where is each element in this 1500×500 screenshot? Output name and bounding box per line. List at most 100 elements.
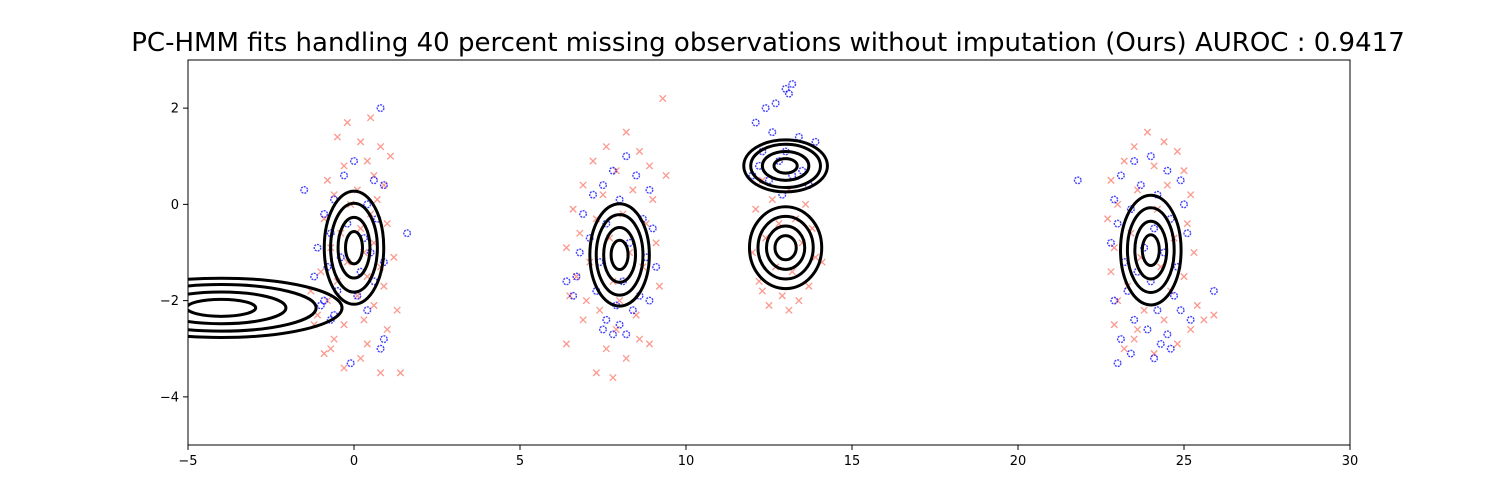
x-tick-label: −5: [178, 454, 197, 469]
x-marker: [592, 369, 601, 377]
x-marker: [1200, 316, 1208, 324]
x-marker: [1103, 215, 1112, 223]
circle-marker: [1126, 205, 1135, 214]
circle-marker: [1163, 330, 1172, 339]
x-marker: [363, 340, 371, 348]
contour-ellipse: [1133, 219, 1169, 281]
circle-marker: [363, 306, 372, 315]
circle-marker: [1126, 349, 1135, 358]
circle-marker: [403, 229, 412, 238]
y-tick-label: 2: [171, 102, 179, 117]
circle-marker: [379, 335, 388, 344]
x-marker: [1130, 335, 1138, 343]
contour-ellipse: [1140, 233, 1161, 267]
circle-marker: [1153, 306, 1162, 315]
x-tick-label: 20: [1010, 454, 1027, 469]
x-marker: [1160, 316, 1168, 324]
x-marker: [1180, 167, 1188, 175]
y-tick-label: −2: [160, 294, 179, 309]
x-marker: [752, 205, 760, 213]
x-marker: [1210, 311, 1218, 319]
x-marker: [562, 340, 571, 348]
x-marker: [1186, 325, 1195, 334]
x-marker: [383, 219, 391, 228]
x-marker-series: [307, 94, 1218, 382]
contour-ellipse: [1125, 206, 1176, 294]
circle-marker: [622, 152, 631, 161]
contour-ellipse: [188, 276, 344, 339]
circle-marker: [608, 330, 617, 339]
x-marker: [356, 224, 365, 233]
x-marker: [1193, 301, 1201, 310]
circle-marker: [788, 80, 797, 89]
x-marker: [645, 162, 654, 170]
x-marker: [380, 282, 388, 290]
contour-ellipse: [756, 214, 815, 281]
circle-marker: [589, 190, 598, 199]
x-marker: [360, 316, 368, 324]
circle-marker: [781, 84, 790, 93]
circle-marker: [751, 118, 760, 127]
x-marker: [396, 369, 405, 377]
x-marker: [609, 373, 617, 382]
circle-marker: [761, 104, 770, 113]
x-marker: [659, 94, 667, 103]
gaussian-contours: [188, 138, 1183, 339]
x-marker: [768, 195, 776, 204]
x-marker: [340, 321, 348, 329]
circle-marker: [615, 320, 624, 329]
circle-marker: [1113, 219, 1122, 228]
x-marker: [340, 364, 348, 372]
circle-marker: [1166, 344, 1175, 353]
x-marker: [785, 306, 793, 314]
circle-marker: [1186, 315, 1195, 324]
x-marker: [1107, 268, 1115, 276]
circle-marker: [310, 272, 319, 281]
x-marker: [635, 335, 644, 343]
x-marker: [1133, 325, 1142, 334]
x-marker: [596, 306, 604, 314]
circle-marker: [300, 185, 309, 194]
contour-ellipse: [594, 213, 645, 297]
y-tick-label: −4: [160, 390, 179, 405]
contour-ellipse: [588, 202, 651, 308]
x-marker: [805, 282, 813, 290]
circle-marker: [369, 176, 378, 185]
x-marker: [629, 186, 637, 194]
contour-ellipse: [772, 157, 799, 175]
x-marker: [1183, 219, 1191, 228]
x-tick-label: 15: [844, 454, 861, 469]
circle-marker: [340, 171, 349, 180]
circle-marker: [622, 330, 631, 339]
circle-marker: [1130, 315, 1139, 324]
x-marker: [562, 244, 571, 252]
circle-marker: [320, 296, 329, 305]
circle-marker: [1113, 359, 1122, 368]
x-marker: [622, 128, 630, 136]
circle-marker-series: [300, 80, 1218, 368]
x-marker: [363, 157, 371, 165]
x-marker: [569, 205, 577, 213]
circle-marker: [794, 132, 803, 141]
circle-marker: [1183, 229, 1192, 238]
circle-marker: [313, 243, 322, 252]
circle-marker: [1179, 200, 1188, 209]
x-marker: [333, 133, 342, 141]
contour-ellipse: [764, 224, 807, 271]
circle-marker: [1110, 195, 1119, 204]
circle-marker: [811, 137, 820, 146]
circle-marker: [323, 262, 332, 271]
x-axis: −5 0 5 10 15 20 25 30: [178, 445, 1358, 469]
circle-marker: [615, 195, 624, 204]
circle-marker: [1170, 291, 1179, 300]
x-marker: [1173, 340, 1182, 348]
x-tick-label: 10: [678, 454, 695, 469]
circle-marker: [1110, 296, 1119, 305]
circle-marker: [562, 277, 571, 286]
circle-marker: [1116, 171, 1125, 180]
x-marker: [343, 118, 352, 127]
x-marker: [383, 325, 391, 334]
circle-marker: [1116, 335, 1125, 344]
circle-marker: [1156, 339, 1165, 348]
